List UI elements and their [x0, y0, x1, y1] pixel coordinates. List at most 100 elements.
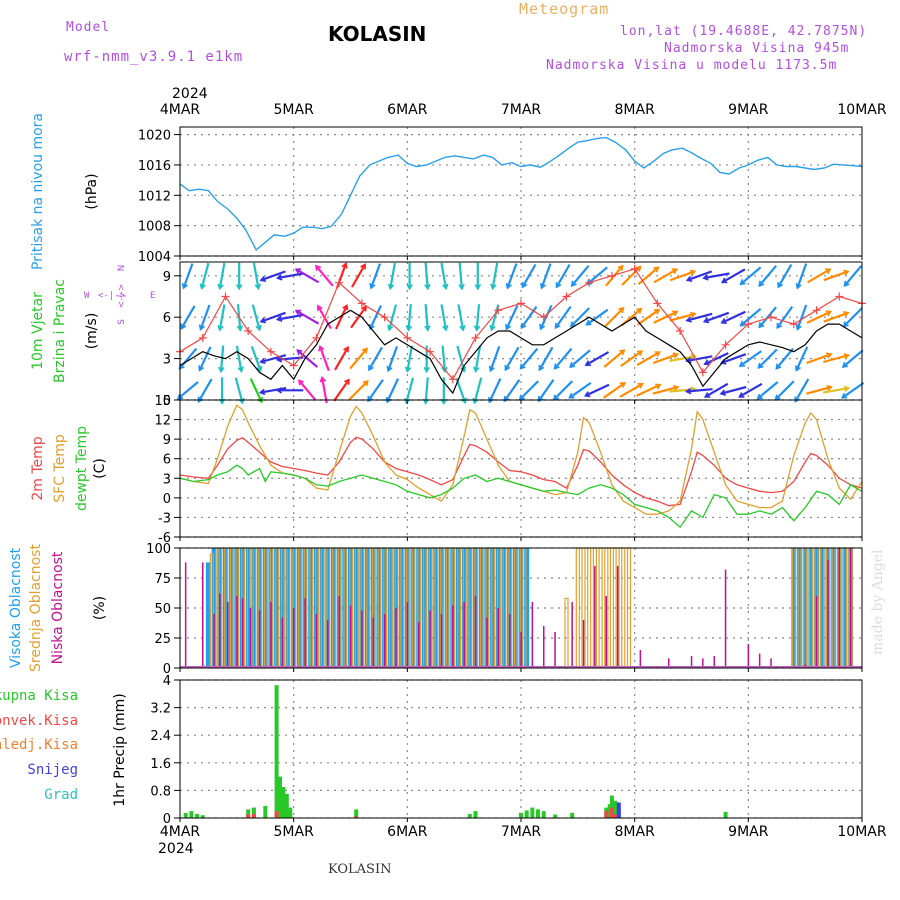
wind-direction-arrow [295, 268, 320, 284]
wind-arrow-head [619, 382, 627, 388]
wind-arrow-head [843, 269, 850, 276]
wind-arrow-head [635, 265, 642, 272]
wind-arrow-head [505, 323, 512, 331]
high-cloud-bar [808, 548, 814, 668]
wind-direction-arrow [491, 262, 499, 289]
wind-direction-arrow [389, 262, 396, 289]
wind-direction-arrow [586, 266, 608, 286]
low-cloud-bar [219, 593, 221, 668]
wind-direction-arrow [218, 262, 226, 289]
wind-speed-line [179, 309, 863, 395]
high-cloud-bar [512, 548, 518, 668]
wind-gust-marker [517, 299, 525, 308]
low-cloud-bar [406, 602, 409, 668]
wind-arrow-head [199, 283, 206, 290]
wind-direction-arrow [475, 304, 481, 331]
low-cloud-bar [531, 602, 534, 668]
wind-arrow-head [583, 391, 591, 398]
bottom-x-tick-label: 9MAR [728, 824, 769, 840]
wind-gust-marker [244, 327, 253, 335]
wind-direction-arrow [504, 346, 520, 371]
cloud-unit-label: (%) [92, 596, 108, 620]
wind-arrow-head [826, 352, 833, 359]
wind-direction-arrow [199, 304, 211, 330]
mid-cloud-axis-label: Srednja Oblacnost [28, 544, 44, 672]
low-cloud-bar [616, 566, 619, 668]
y-tick-label: 9 [163, 433, 171, 448]
wind-arrow-head [568, 392, 575, 399]
wind-direction-arrow [703, 272, 730, 280]
wind-arrow-head [672, 384, 680, 392]
wind-direction-arrow [796, 263, 808, 289]
precip-bar-ukupna-kisa [473, 811, 478, 818]
wind-gust-marker [198, 333, 207, 342]
wind-direction-arrow [569, 349, 591, 368]
pressure-unit-label: (hPa) [84, 173, 100, 209]
wind-direction-arrow [652, 353, 678, 365]
wind-arrow-head [218, 366, 225, 374]
top-x-tick-label: 7MAR [501, 102, 542, 118]
wind-arrow-head [672, 310, 679, 317]
temp-2m-line [179, 436, 863, 507]
wind-arrow-head [777, 282, 784, 289]
wind-arrow-head [539, 282, 546, 290]
wind-direction-arrow [777, 263, 793, 288]
wind-axis-label: 10m Vjetar [30, 292, 46, 370]
wind-direction-arrow [521, 263, 537, 288]
high-cloud-bar [478, 548, 484, 668]
precip-bar-ukupna-kisa [183, 812, 188, 818]
low-cloud-bar [702, 658, 704, 668]
wind-arrow-head [685, 275, 693, 282]
low-cloud-bar [270, 602, 272, 668]
precip-bar-ukupna-kisa [284, 793, 289, 818]
wind-direction-arrow [387, 346, 399, 372]
wind-direction-arrow [333, 379, 350, 402]
wind-direction-arrow [473, 377, 483, 404]
temp-2m-axis-label: 2m Temp [30, 436, 46, 500]
wind-arrow-head [473, 325, 481, 332]
wind-direction-arrow [703, 311, 730, 323]
high-cloud-bar [819, 548, 825, 668]
low-cloud-bar [372, 617, 374, 668]
bottom-x-tick-label: 7MAR [501, 824, 542, 840]
low-cloud-bar [304, 598, 306, 668]
wind-direction-arrow [823, 311, 849, 323]
low-cloud-bar [668, 658, 670, 668]
wind-arrow-head [719, 389, 727, 396]
mid-cloud-bar [575, 547, 580, 669]
wind-direction-arrow [720, 385, 747, 395]
wind-arrow-head [368, 364, 374, 372]
wind-arrow-head [757, 362, 764, 369]
temp-unit-label: (C) [92, 458, 108, 479]
wind-arrow-head [297, 379, 304, 386]
precip-bar-ukupna-kisa [524, 810, 529, 818]
wind-arrow-head [362, 379, 369, 387]
wind-direction-arrow [182, 263, 194, 289]
wind-direction-arrow [806, 310, 832, 324]
low-cloud-bar [770, 658, 772, 668]
top-x-tick-label: 10MAR [837, 102, 886, 118]
wind-arrow-head [505, 282, 512, 290]
low-cloud-bar [227, 602, 229, 668]
wind-arrow-head [554, 322, 561, 330]
wind-direction-arrow [686, 388, 713, 393]
wind-direction-arrow [686, 355, 713, 362]
wind-gust-marker [653, 299, 662, 308]
y-tick-label: 1.6 [150, 757, 171, 772]
high-cloud-bar [802, 548, 808, 668]
low-cloud-bar [474, 596, 477, 668]
elevation: Nadmorska Visina 945m [664, 41, 850, 56]
wind-direction-arrow [621, 265, 642, 286]
wind-arrow-head [198, 365, 205, 372]
wind-direction-arrow [503, 379, 521, 402]
wind-gust-marker [357, 299, 366, 308]
wind-gust-marker [607, 271, 616, 280]
wind-arrow-head [296, 349, 303, 356]
wind-arrow-head [738, 361, 746, 368]
model-name: wrf-nmm_v3.9.1 e1km [64, 49, 244, 65]
wind-arrow-head [424, 283, 431, 291]
wind-arrow-head [319, 375, 327, 383]
y-tick-label: -6 [158, 531, 171, 546]
high-cloud-bar [421, 548, 427, 668]
wind-gust-marker [744, 320, 753, 329]
